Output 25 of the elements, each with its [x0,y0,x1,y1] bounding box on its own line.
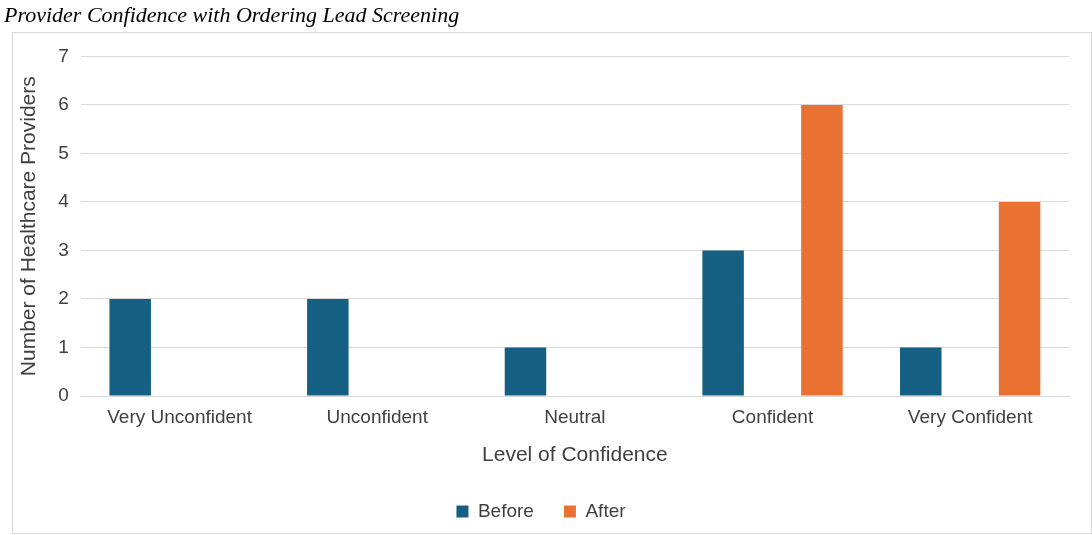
chart-title: Provider Confidence with Ordering Lead Screening [4,2,461,29]
x-tick-label: Neutral [544,405,606,427]
bar [307,298,349,396]
y-tick-label: 6 [58,93,69,115]
x-tick-label: Very Confident [907,405,1034,427]
y-tick-label: 0 [58,384,69,406]
bar [900,347,942,396]
bar [998,201,1041,396]
x-axis-title: Level of Confidence [482,442,668,466]
y-tick-label: 5 [58,141,69,163]
bar [109,298,151,396]
y-tick-label: 4 [58,190,70,212]
x-tick-label: Confident [731,405,814,427]
y-tick-label: 3 [58,238,69,260]
x-tick-label: Unconfident [326,405,429,427]
y-tick-label: 7 [58,44,69,66]
y-axis-title: Number of Healthcare Providers [16,76,40,377]
bar [702,250,744,396]
bar [504,347,547,396]
bar [801,104,843,396]
legend-label: After [585,499,627,521]
y-tick-label: 1 [58,335,69,357]
y-tick-label: 2 [58,287,69,309]
legend-label: Before [477,499,534,521]
x-tick-label: Very Unconfident [107,405,253,427]
